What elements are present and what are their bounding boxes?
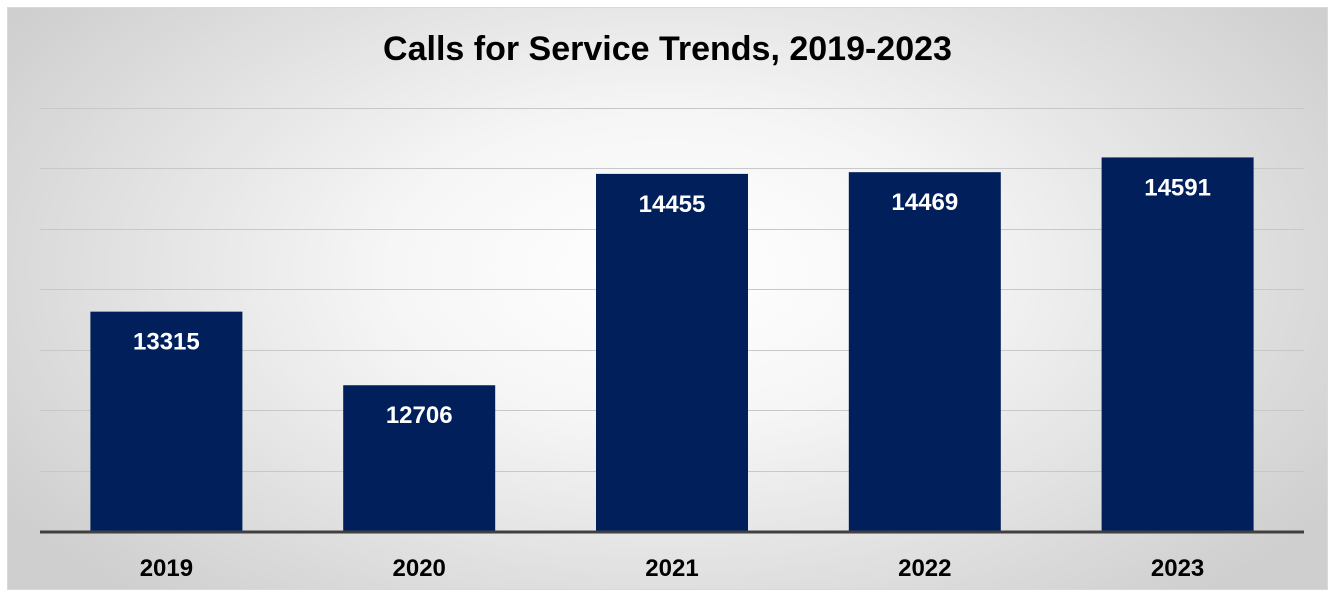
- bar-2021: [596, 173, 748, 532]
- x-tick-label-2021: 2021: [645, 555, 698, 582]
- data-label-2022: 14469: [891, 189, 958, 216]
- chart-title: Calls for Service Trends, 2019-2023: [383, 30, 952, 68]
- data-label-2021: 14455: [639, 191, 706, 218]
- bar-2023: [1101, 157, 1254, 531]
- x-tick-label-2020: 2020: [393, 555, 446, 582]
- bar-2020: [343, 385, 496, 531]
- bar-2019: [90, 311, 243, 531]
- x-tick-label-2022: 2022: [898, 555, 951, 582]
- data-labels: 13315 12706 14455 14469 14591: [133, 174, 1211, 429]
- data-label-2020: 12706: [386, 402, 453, 429]
- bars: [90, 157, 1254, 532]
- x-axis-tick-labels: 2019 2020 2021 2022 2023: [140, 555, 1205, 582]
- data-label-2023: 14591: [1144, 174, 1211, 201]
- data-label-2019: 13315: [133, 329, 200, 356]
- bar-2022: [848, 172, 1001, 531]
- x-tick-label-2023: 2023: [1151, 555, 1204, 582]
- x-tick-label-2019: 2019: [140, 555, 193, 582]
